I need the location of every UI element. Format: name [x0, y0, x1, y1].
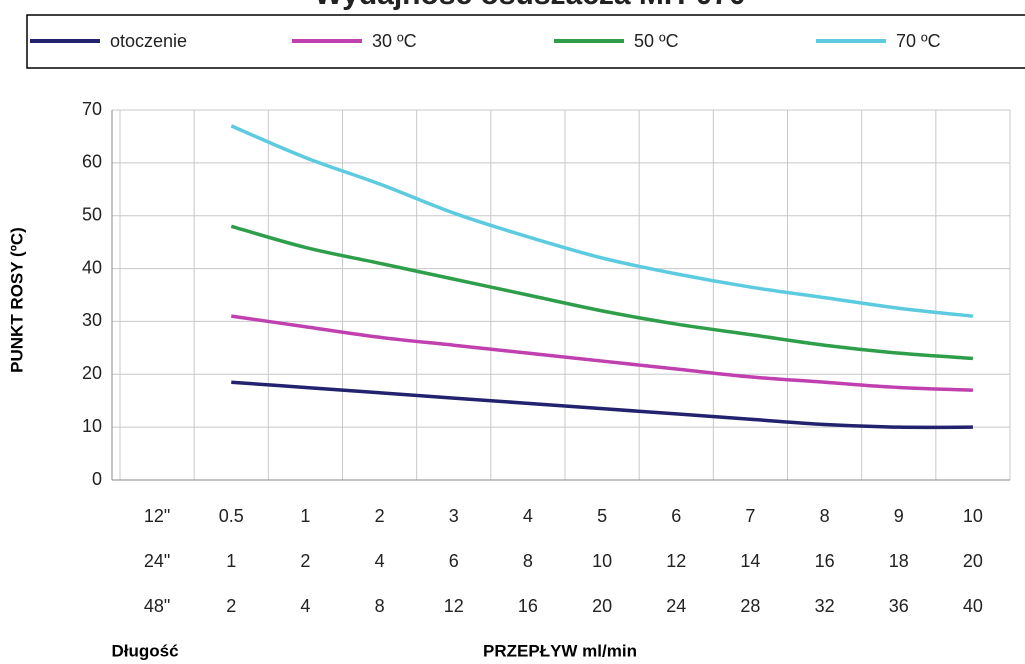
x-tick-label: 4	[375, 551, 385, 571]
length-label: Długość	[111, 641, 178, 660]
y-tick-label: 60	[82, 152, 102, 172]
x-tick-label: 24	[666, 596, 686, 616]
x-tick-label: 7	[745, 506, 755, 526]
x-tick-label: 10	[963, 506, 983, 526]
x-tick-label: 28	[740, 596, 760, 616]
x-tick-label: 6	[671, 506, 681, 526]
x-tick-label: 40	[963, 596, 983, 616]
row-length-label: 48"	[144, 596, 170, 616]
x-tick-label: 3	[449, 506, 459, 526]
x-tick-label: 20	[963, 551, 983, 571]
legend-box	[26, 14, 1025, 69]
row-length-label: 12"	[144, 506, 170, 526]
row-length-label: 24"	[144, 551, 170, 571]
legend-label: 30 ºC	[372, 31, 417, 51]
y-tick-label: 20	[82, 363, 102, 383]
x-tick-label: 4	[523, 506, 533, 526]
x-tick-label: 18	[889, 551, 909, 571]
x-tick-label: 2	[226, 596, 236, 616]
x-tick-label: 2	[300, 551, 310, 571]
x-tick-label: 16	[518, 596, 538, 616]
y-axis-label: PUNKT ROSY (ºC)	[7, 227, 26, 373]
series-line	[231, 314, 973, 392]
series-line	[230, 224, 974, 361]
x-tick-label: 8	[820, 506, 830, 526]
series-line	[230, 124, 974, 318]
x-tick-label: 12	[444, 596, 464, 616]
legend-label: 50 ºC	[634, 31, 679, 51]
x-tick-label: 32	[815, 596, 835, 616]
x-axis-label: PRZEPŁYW ml/min	[483, 641, 637, 660]
y-tick-label: 70	[82, 99, 102, 119]
x-tick-label: 4	[300, 596, 310, 616]
x-tick-label: 8	[523, 551, 533, 571]
x-tick-label: 16	[815, 551, 835, 571]
legend-label: otoczenie	[110, 31, 187, 51]
x-tick-label: 2	[375, 506, 385, 526]
legend-label: 70 ºC	[896, 31, 941, 51]
x-tick-label: 8	[375, 596, 385, 616]
chart-title: Wydajność osuszacza MH-070	[314, 0, 745, 11]
x-tick-label: 1	[300, 506, 310, 526]
y-tick-label: 0	[92, 469, 102, 489]
y-tick-label: 10	[82, 416, 102, 436]
x-tick-label: 9	[894, 506, 904, 526]
y-tick-label: 50	[82, 204, 102, 224]
x-tick-label: 14	[740, 551, 760, 571]
x-tick-label: 0.5	[219, 506, 244, 526]
x-tick-label: 36	[889, 596, 909, 616]
x-tick-label: 20	[592, 596, 612, 616]
x-tick-label: 12	[666, 551, 686, 571]
y-tick-label: 30	[82, 310, 102, 330]
x-tick-label: 5	[597, 506, 607, 526]
x-tick-label: 6	[449, 551, 459, 571]
series-line	[231, 380, 973, 430]
y-tick-label: 40	[82, 257, 102, 277]
x-tick-label: 10	[592, 551, 612, 571]
x-tick-label: 1	[226, 551, 236, 571]
